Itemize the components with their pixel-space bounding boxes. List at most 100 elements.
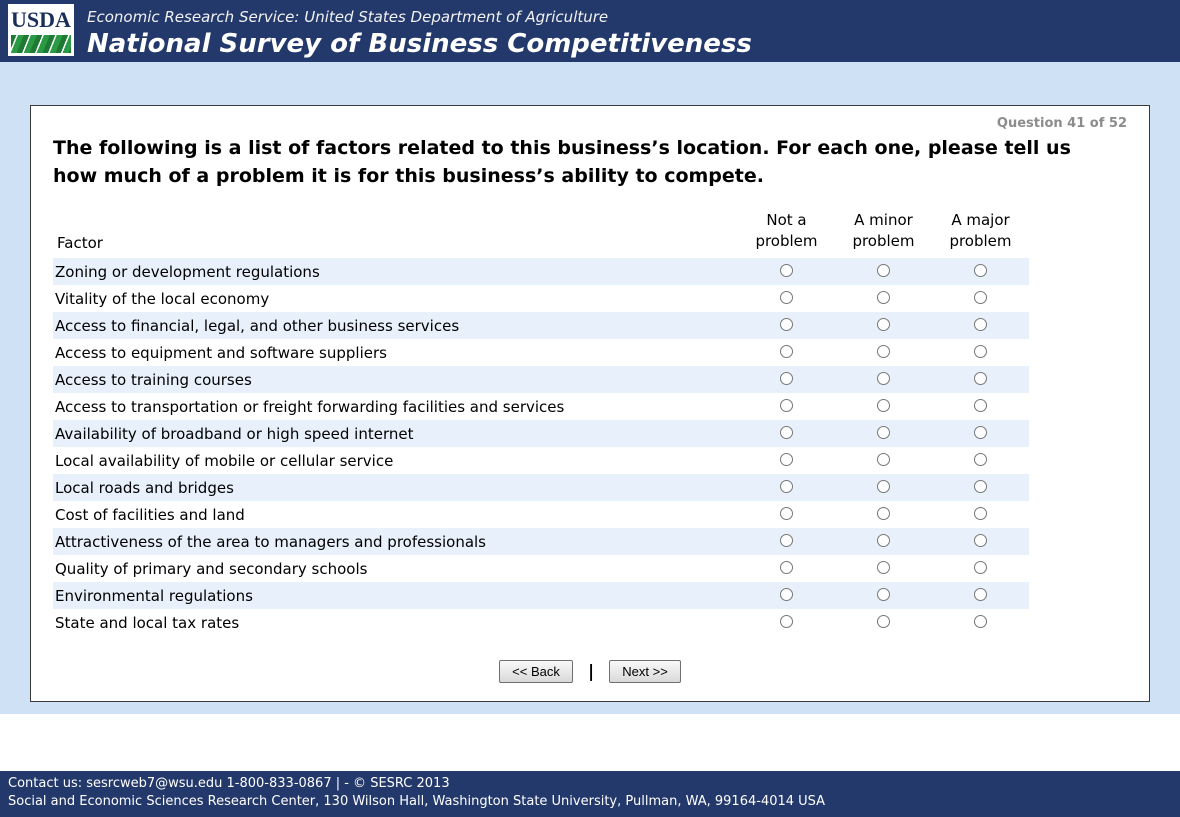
factor-label: Access to financial, legal, and other bu… [55, 316, 460, 335]
factor-label: Zoning or development regulations [55, 262, 320, 281]
radio-not-a-problem[interactable] [780, 533, 793, 547]
radio-a-minor-problem[interactable] [877, 425, 890, 439]
table-header-row: Factor Not a problem A minor problem A m… [53, 208, 1029, 258]
column-header-not-a-problem: Not a problem [755, 211, 818, 251]
radio-a-major-problem[interactable] [974, 371, 987, 385]
radio-not-a-problem[interactable] [780, 344, 793, 358]
radio-a-major-problem[interactable] [974, 587, 987, 601]
usda-logo-field-graphic [11, 35, 71, 53]
radio-cell [932, 609, 1029, 636]
factor-row: Vitality of the local economy [53, 285, 1029, 312]
radio-a-minor-problem[interactable] [877, 344, 890, 358]
factor-row: Quality of primary and secondary schools [53, 555, 1029, 582]
radio-not-a-problem[interactable] [780, 506, 793, 520]
factor-row: Attractiveness of the area to managers a… [53, 528, 1029, 556]
radio-cell [738, 474, 835, 501]
radio-a-minor-problem[interactable] [877, 587, 890, 601]
radio-cell [738, 501, 835, 528]
radio-not-a-problem[interactable] [780, 560, 793, 574]
factor-label: Environmental regulations [55, 586, 253, 605]
radio-cell [835, 258, 932, 285]
radio-a-major-problem[interactable] [974, 398, 987, 412]
survey-title: National Survey of Business Competitiven… [87, 29, 752, 59]
radio-a-minor-problem[interactable] [877, 398, 890, 412]
radio-a-major-problem[interactable] [974, 344, 987, 358]
factor-column-header: Factor [57, 234, 103, 253]
radio-a-minor-problem[interactable] [877, 317, 890, 331]
factor-label: Cost of facilities and land [55, 505, 245, 524]
factor-row: Zoning or development regulations [53, 258, 1029, 286]
factor-row: Access to financial, legal, and other bu… [53, 312, 1029, 340]
radio-cell [738, 285, 835, 312]
radio-not-a-problem[interactable] [780, 290, 793, 304]
factor-label: Local roads and bridges [55, 478, 234, 497]
radio-cell [835, 339, 932, 366]
radio-a-minor-problem[interactable] [877, 533, 890, 547]
usda-logo-text: USDA [11, 7, 71, 32]
radio-cell [835, 474, 932, 501]
agency-line: Economic Research Service: United States… [87, 8, 609, 26]
radio-a-minor-problem[interactable] [877, 371, 890, 385]
radio-cell [932, 474, 1029, 501]
radio-cell [932, 447, 1029, 474]
radio-not-a-problem[interactable] [780, 614, 793, 628]
footer-address-line: Social and Economic Sciences Research Ce… [8, 794, 826, 809]
factor-row: Access to transportation or freight forw… [53, 393, 1029, 420]
radio-cell [738, 582, 835, 609]
factor-label: Access to transportation or freight forw… [55, 397, 565, 416]
factor-label: Availability of broadband or high speed … [55, 424, 414, 443]
radio-a-major-problem[interactable] [974, 290, 987, 304]
factor-row: Access to equipment and software supplie… [53, 339, 1029, 366]
radio-cell [932, 501, 1029, 528]
radio-cell [738, 339, 835, 366]
radio-a-major-problem[interactable] [974, 425, 987, 439]
site-header: USDA Economic Research Service: United S… [0, 0, 1180, 62]
radio-not-a-problem[interactable] [780, 398, 793, 412]
factor-row: State and local tax rates [53, 609, 1029, 636]
radio-a-minor-problem[interactable] [877, 263, 890, 277]
column-header-a-minor-problem: A minor problem [852, 211, 915, 251]
radio-not-a-problem[interactable] [780, 263, 793, 277]
radio-a-minor-problem[interactable] [877, 506, 890, 520]
radio-cell [738, 393, 835, 420]
radio-cell [835, 312, 932, 339]
usda-logo: USDA [8, 4, 74, 56]
radio-a-minor-problem[interactable] [877, 290, 890, 304]
radio-a-minor-problem[interactable] [877, 479, 890, 493]
radio-not-a-problem[interactable] [780, 452, 793, 466]
radio-a-major-problem[interactable] [974, 506, 987, 520]
radio-not-a-problem[interactable] [780, 371, 793, 385]
back-button[interactable]: << Back [499, 660, 573, 684]
radio-not-a-problem[interactable] [780, 425, 793, 439]
radio-a-minor-problem[interactable] [877, 452, 890, 466]
header-text-block: Economic Research Service: United States… [87, 4, 752, 59]
radio-a-major-problem[interactable] [974, 317, 987, 331]
radio-a-major-problem[interactable] [974, 452, 987, 466]
radio-cell [835, 285, 932, 312]
radio-cell [835, 420, 932, 447]
column-header-a-major-problem: A major problem [949, 211, 1012, 251]
radio-a-major-problem[interactable] [974, 560, 987, 574]
factor-row: Local roads and bridges [53, 474, 1029, 502]
next-button[interactable]: Next >> [609, 660, 681, 684]
radio-a-major-problem[interactable] [974, 479, 987, 493]
radio-cell [835, 528, 932, 555]
radio-a-major-problem[interactable] [974, 263, 987, 277]
radio-a-minor-problem[interactable] [877, 614, 890, 628]
factor-label: Vitality of the local economy [55, 289, 270, 308]
radio-cell [835, 582, 932, 609]
radio-cell [932, 285, 1029, 312]
radio-a-major-problem[interactable] [974, 614, 987, 628]
factor-label: Quality of primary and secondary schools [55, 559, 368, 578]
radio-not-a-problem[interactable] [780, 587, 793, 601]
radio-cell [835, 501, 932, 528]
radio-cell [835, 393, 932, 420]
radio-not-a-problem[interactable] [780, 479, 793, 493]
radio-a-minor-problem[interactable] [877, 560, 890, 574]
radio-not-a-problem[interactable] [780, 317, 793, 331]
footer-contact-line: Contact us: sesrcweb7@wsu.edu 1-800-833-… [8, 776, 450, 791]
radio-cell [835, 555, 932, 582]
navigation: << Back | Next >> [53, 660, 1127, 684]
radio-cell [738, 528, 835, 555]
radio-a-major-problem[interactable] [974, 533, 987, 547]
